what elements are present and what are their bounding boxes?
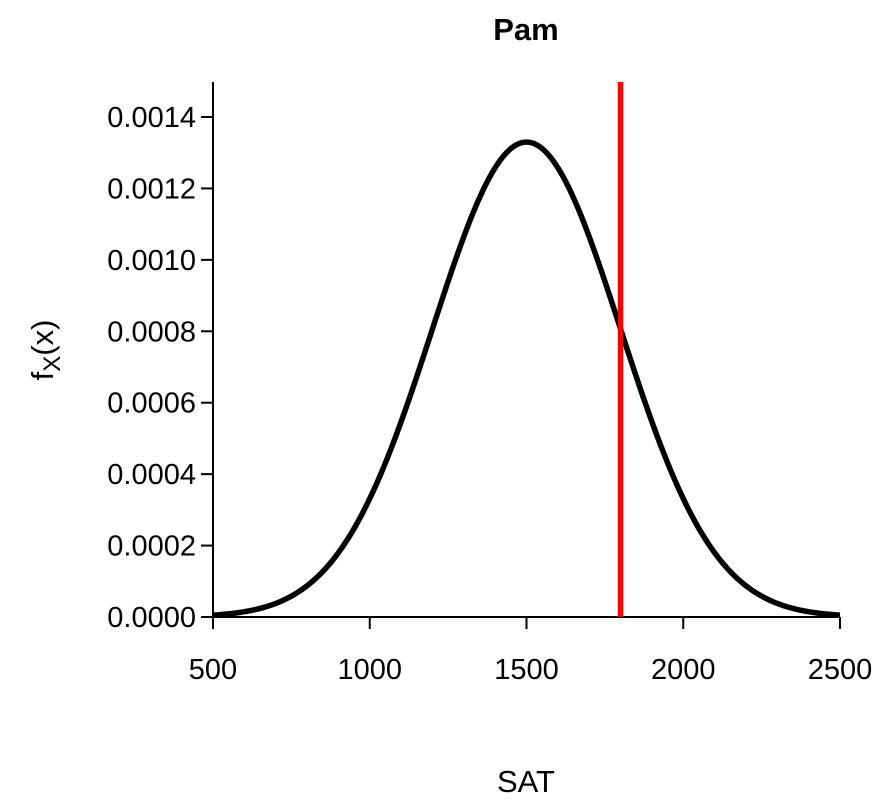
x-axis-title: SAT [497,764,555,799]
x-tick-label: 1000 [337,654,402,686]
y-tick-label: 0.0008 [107,316,196,348]
x-tick-label: 1500 [494,654,559,686]
y-tick-label: 0.0006 [107,388,196,420]
y-axis: 0.0000 0.0002 0.0004 0.0006 0.0008 0.0010 0.00… [107,82,214,634]
y-axis-title-subscript: X [39,356,66,372]
y-tick-label: 0.0012 [107,173,196,205]
chart-title: Pam [493,12,558,47]
y-tick-label: 0.0014 [107,102,196,134]
x-axis: 500 1000 1500 2000 2500 [189,616,873,686]
y-tick-label: 0.0010 [107,245,196,277]
y-tick-label: 0.0002 [107,531,196,563]
density-curve [212,139,841,618]
y-tick-label: 0.0000 [107,602,196,634]
x-tick-label: 500 [189,654,237,686]
y-axis-title-suffix: (x) [25,320,60,356]
y-tick-label: 0.0004 [107,459,196,491]
y-axis-title-main: f [25,371,60,380]
x-tick-label: 2500 [808,654,873,686]
y-axis-title: fX(x) [25,320,66,381]
x-tick-label: 2000 [651,654,716,686]
